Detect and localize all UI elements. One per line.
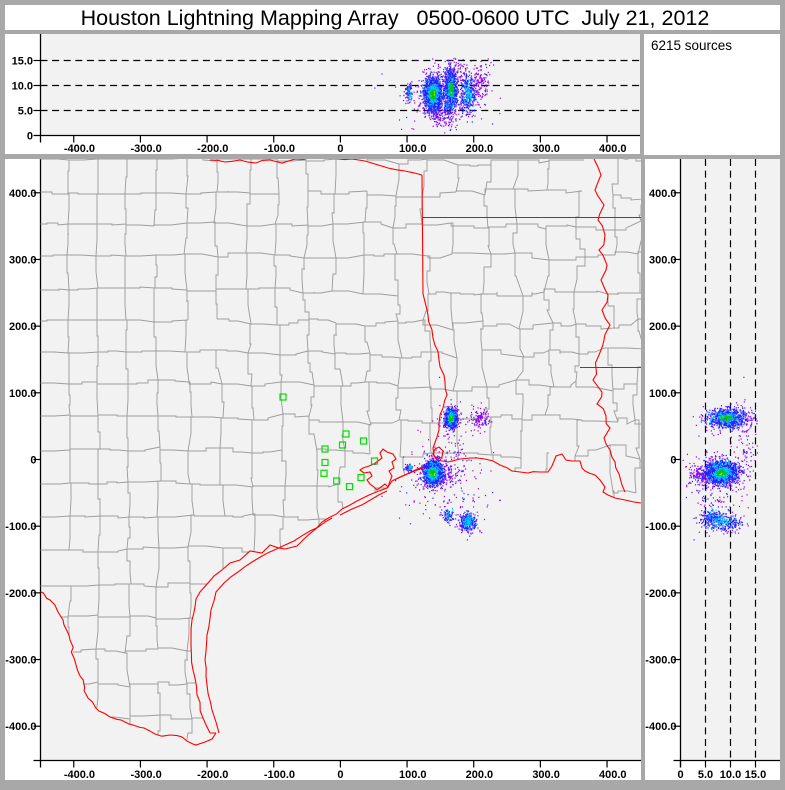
svg-text:200.0: 200.0 xyxy=(466,143,494,155)
svg-text:5.0: 5.0 xyxy=(698,769,713,781)
svg-text:100.0: 100.0 xyxy=(399,143,427,155)
svg-text:400.0: 400.0 xyxy=(599,769,627,781)
svg-text:-100.0: -100.0 xyxy=(264,143,295,155)
svg-text:-200.0: -200.0 xyxy=(197,769,228,781)
svg-text:200.0: 200.0 xyxy=(466,769,494,781)
svg-text:100.0: 100.0 xyxy=(399,769,427,781)
svg-text:300.0: 300.0 xyxy=(532,143,560,155)
svg-text:-300.0: -300.0 xyxy=(131,769,162,781)
svg-text:-400.0: -400.0 xyxy=(64,769,95,781)
svg-text:-100.0: -100.0 xyxy=(645,521,676,533)
svg-text:0: 0 xyxy=(30,455,36,467)
svg-text:-100.0: -100.0 xyxy=(264,769,295,781)
svg-text:15.0: 15.0 xyxy=(745,769,766,781)
svg-text:-200.0: -200.0 xyxy=(645,588,676,600)
svg-text:10.0: 10.0 xyxy=(720,769,741,781)
svg-text:15.0: 15.0 xyxy=(12,56,33,68)
svg-text:-100.0: -100.0 xyxy=(5,521,36,533)
svg-text:-400.0: -400.0 xyxy=(645,721,676,733)
svg-text:6215 sources: 6215 sources xyxy=(651,38,732,53)
svg-text:200.0: 200.0 xyxy=(649,321,677,333)
svg-text:0: 0 xyxy=(677,769,683,781)
svg-text:0: 0 xyxy=(337,143,343,155)
svg-text:5.0: 5.0 xyxy=(18,106,33,118)
svg-text:Houston Lightning Mapping Arra: Houston Lightning Mapping Array 0500-060… xyxy=(81,6,710,30)
svg-text:-300.0: -300.0 xyxy=(5,655,36,667)
svg-text:300.0: 300.0 xyxy=(532,769,560,781)
svg-text:0: 0 xyxy=(27,131,33,143)
svg-text:0: 0 xyxy=(337,769,343,781)
svg-text:200.0: 200.0 xyxy=(9,321,37,333)
svg-text:-300.0: -300.0 xyxy=(131,143,162,155)
svg-text:-200.0: -200.0 xyxy=(5,588,36,600)
svg-text:300.0: 300.0 xyxy=(9,254,37,266)
svg-text:0: 0 xyxy=(670,455,676,467)
svg-text:400.0: 400.0 xyxy=(649,188,677,200)
svg-text:100.0: 100.0 xyxy=(9,388,37,400)
svg-text:-400.0: -400.0 xyxy=(5,721,36,733)
svg-text:-400.0: -400.0 xyxy=(64,143,95,155)
svg-text:-200.0: -200.0 xyxy=(197,143,228,155)
svg-text:400.0: 400.0 xyxy=(9,188,37,200)
svg-text:10.0: 10.0 xyxy=(12,81,33,93)
svg-text:100.0: 100.0 xyxy=(649,388,677,400)
svg-text:400.0: 400.0 xyxy=(599,143,627,155)
svg-text:300.0: 300.0 xyxy=(649,254,677,266)
svg-text:-300.0: -300.0 xyxy=(645,655,676,667)
